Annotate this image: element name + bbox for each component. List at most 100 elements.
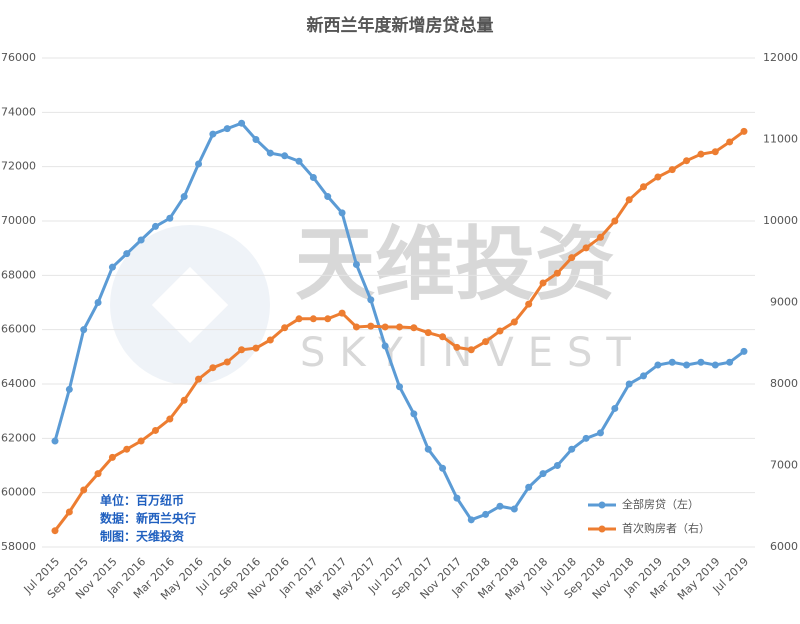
point xyxy=(596,429,604,437)
point xyxy=(740,347,748,355)
point xyxy=(568,254,576,262)
point xyxy=(683,157,691,165)
point xyxy=(123,445,131,453)
point xyxy=(151,426,159,434)
point xyxy=(108,263,116,271)
point xyxy=(726,358,734,366)
point xyxy=(223,358,231,366)
legend-label: 全部房贷（左） xyxy=(622,497,699,511)
point xyxy=(65,508,73,516)
point xyxy=(596,233,604,241)
point xyxy=(209,130,217,138)
point xyxy=(625,196,633,204)
point xyxy=(195,375,203,383)
point xyxy=(252,344,260,352)
point xyxy=(625,380,633,388)
point xyxy=(295,157,303,165)
point xyxy=(553,269,561,277)
point xyxy=(151,222,159,230)
point xyxy=(525,300,533,308)
point xyxy=(295,315,303,323)
point xyxy=(381,342,389,350)
point xyxy=(94,299,102,306)
y2-tick-label: 6000 xyxy=(770,540,798,553)
point xyxy=(309,174,317,182)
y2-tick-label: 9000 xyxy=(770,296,798,309)
point xyxy=(697,358,705,366)
point xyxy=(367,322,375,330)
point xyxy=(683,361,691,369)
y2-tick-label: 11000 xyxy=(763,133,798,146)
point xyxy=(94,470,102,478)
point xyxy=(424,329,432,337)
annotation: 制图：天维投资 xyxy=(100,529,184,544)
point xyxy=(238,119,246,127)
point xyxy=(266,149,274,157)
point xyxy=(123,250,131,258)
y-tick-label: 70000 xyxy=(1,214,36,227)
point xyxy=(539,279,547,287)
y-tick-label: 64000 xyxy=(1,377,36,390)
y-tick-label: 68000 xyxy=(1,268,36,281)
point xyxy=(352,323,360,331)
point xyxy=(396,323,403,331)
point xyxy=(482,338,490,346)
y2-tick-label: 10000 xyxy=(763,214,798,227)
point xyxy=(424,445,432,453)
point xyxy=(338,209,346,217)
point xyxy=(381,323,389,331)
legend-swatch xyxy=(598,501,606,509)
point xyxy=(309,315,317,323)
point xyxy=(252,136,260,143)
point xyxy=(711,148,719,156)
annotation: 单位：百万纽币 xyxy=(100,493,184,508)
point xyxy=(410,324,418,332)
point xyxy=(453,343,461,351)
point xyxy=(582,434,590,442)
point xyxy=(180,396,188,404)
point xyxy=(582,244,590,252)
point xyxy=(180,193,188,201)
point xyxy=(668,166,676,174)
y-tick-label: 58000 xyxy=(1,540,36,553)
y-tick-label: 62000 xyxy=(1,431,36,444)
point xyxy=(223,125,231,133)
point xyxy=(453,494,461,502)
y-tick-label: 66000 xyxy=(1,323,36,336)
point xyxy=(640,372,648,380)
point xyxy=(654,173,662,181)
point xyxy=(496,327,504,335)
point xyxy=(668,358,676,366)
point xyxy=(137,236,145,244)
point xyxy=(281,324,289,332)
point xyxy=(467,346,475,354)
point xyxy=(654,361,662,369)
annotation: 数据：新西兰央行 xyxy=(100,511,196,526)
y-tick-label: 74000 xyxy=(1,105,36,118)
point xyxy=(238,346,246,354)
y-tick-label: 72000 xyxy=(1,160,36,173)
point xyxy=(539,470,547,478)
point xyxy=(611,217,619,225)
point xyxy=(482,510,490,518)
point xyxy=(510,318,518,326)
watermark-logo xyxy=(151,266,229,344)
point xyxy=(281,152,289,160)
point xyxy=(496,502,504,510)
point xyxy=(51,527,59,535)
y-tick-label: 76000 xyxy=(1,51,36,64)
chart-title: 新西兰年度新增房贷总量 xyxy=(307,15,494,36)
point xyxy=(525,483,533,491)
point xyxy=(266,336,274,344)
point xyxy=(352,260,360,268)
point xyxy=(80,486,88,494)
point xyxy=(510,505,518,513)
point xyxy=(410,410,418,418)
point xyxy=(166,415,174,423)
point xyxy=(553,462,561,469)
point xyxy=(51,437,59,445)
y-tick-label: 60000 xyxy=(1,486,36,499)
point xyxy=(568,445,576,453)
legend-label: 首次购房者（右） xyxy=(622,521,710,535)
